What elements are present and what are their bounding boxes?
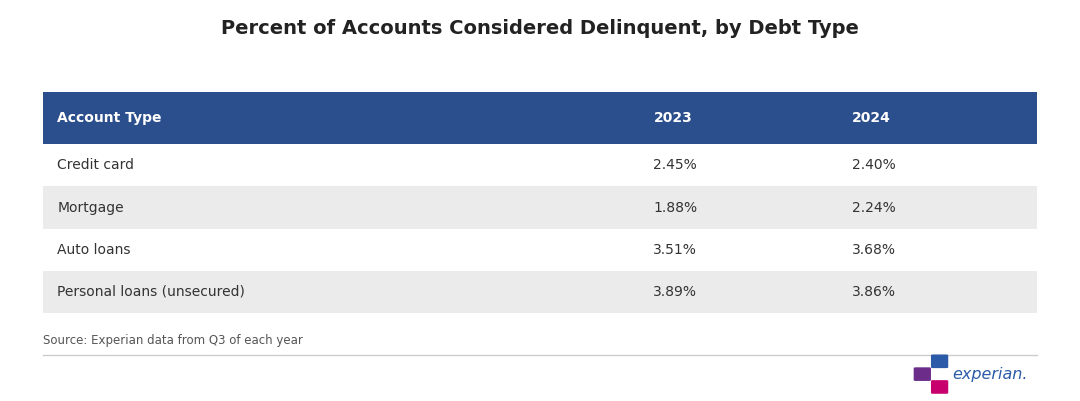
Text: 2.45%: 2.45% bbox=[653, 158, 698, 172]
Text: 3.68%: 3.68% bbox=[852, 243, 896, 257]
Bar bbox=[43, 271, 1037, 313]
Text: Mortgage: Mortgage bbox=[57, 200, 124, 215]
Text: Auto loans: Auto loans bbox=[57, 243, 131, 257]
Text: Personal loans (unsecured): Personal loans (unsecured) bbox=[57, 285, 245, 299]
Text: Percent of Accounts Considered Delinquent, by Debt Type: Percent of Accounts Considered Delinquen… bbox=[221, 18, 859, 38]
Bar bbox=[43, 144, 1037, 186]
Text: 1.88%: 1.88% bbox=[653, 200, 698, 215]
FancyBboxPatch shape bbox=[914, 367, 931, 381]
Text: 2024: 2024 bbox=[852, 111, 891, 125]
Text: 2.40%: 2.40% bbox=[852, 158, 896, 172]
Bar bbox=[43, 229, 1037, 271]
Text: Credit card: Credit card bbox=[57, 158, 134, 172]
Text: Account Type: Account Type bbox=[57, 111, 162, 125]
Bar bbox=[43, 186, 1037, 229]
Bar bbox=[43, 92, 1037, 144]
Text: 3.89%: 3.89% bbox=[653, 285, 698, 299]
Text: 3.86%: 3.86% bbox=[852, 285, 896, 299]
Text: Source: Experian data from Q3 of each year: Source: Experian data from Q3 of each ye… bbox=[43, 334, 303, 347]
FancyBboxPatch shape bbox=[931, 380, 948, 394]
Text: 2.24%: 2.24% bbox=[852, 200, 896, 215]
Text: 3.51%: 3.51% bbox=[653, 243, 698, 257]
Text: experian.: experian. bbox=[953, 367, 1028, 382]
FancyBboxPatch shape bbox=[931, 354, 948, 368]
Text: 2023: 2023 bbox=[653, 111, 692, 125]
